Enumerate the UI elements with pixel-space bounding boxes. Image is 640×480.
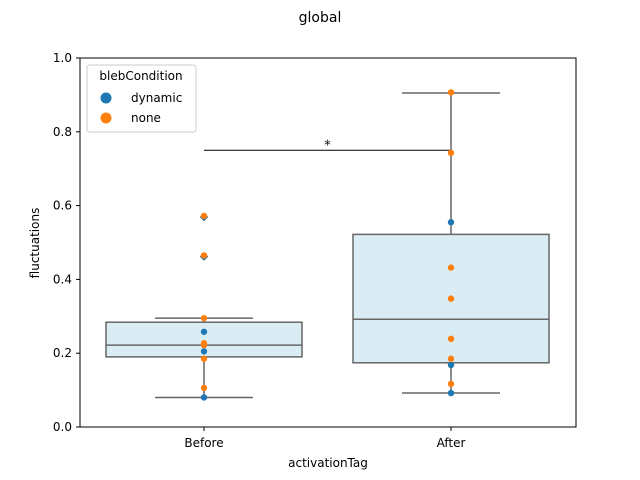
data-point: [200, 314, 208, 322]
data-point: [447, 389, 455, 397]
data-point: [200, 355, 208, 362]
data-point: [447, 149, 455, 157]
data-point: [447, 89, 455, 96]
box-before: [105, 212, 303, 399]
plot-area: * 0.0 0.2 0.4 0.6 0.8 1.0 Before After blebCondit…: [53, 51, 577, 450]
y-tick-label: 0.8: [53, 125, 72, 139]
x-tick-label: Before: [184, 436, 223, 450]
series-none: [200, 89, 455, 392]
data-point: [447, 264, 455, 271]
data-point: [200, 212, 208, 220]
legend-marker-dynamic: [100, 92, 112, 104]
data-point: [200, 340, 208, 347]
y-axis-label: fluctuations: [28, 208, 42, 279]
data-point: [447, 380, 455, 388]
data-point: [200, 384, 208, 392]
significance-label: *: [324, 138, 331, 153]
x-tick-label: After: [437, 436, 466, 450]
data-point: [200, 394, 208, 401]
y-tick-label: 0.2: [53, 346, 72, 360]
data-point: [447, 335, 455, 343]
box-after: [352, 92, 550, 394]
chart-title: global: [299, 10, 342, 26]
x-axis-label: activationTag: [288, 456, 368, 470]
legend-marker-none: [100, 112, 112, 124]
legend: blebCondition dynamic none: [86, 64, 197, 133]
legend-label-dynamic: dynamic: [131, 91, 182, 105]
y-tick-label: 0.4: [53, 272, 72, 286]
legend-box: [86, 64, 197, 133]
data-point: [200, 252, 208, 259]
y-tick-label: 1.0: [53, 51, 72, 65]
data-point: [447, 361, 455, 369]
data-point: [200, 328, 208, 335]
data-point: [447, 295, 455, 302]
y-tick-label: 0.0: [53, 420, 72, 434]
data-point: [200, 348, 208, 355]
legend-title: blebCondition: [99, 69, 182, 83]
legend-label-none: none: [131, 111, 161, 125]
data-point: [447, 219, 455, 226]
plot-frame: [79, 57, 577, 428]
data-point: [447, 355, 455, 362]
y-tick-label: 0.6: [53, 199, 72, 213]
